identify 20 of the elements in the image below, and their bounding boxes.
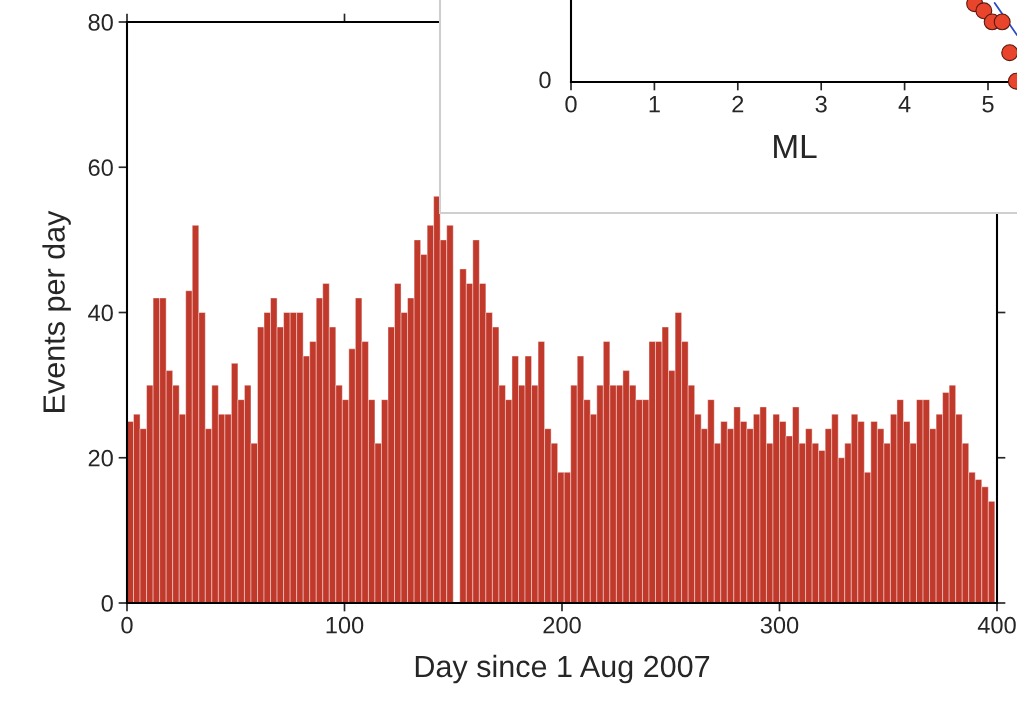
y-tick-label: 0 [101,595,113,612]
y-tick-label: 80 [88,14,113,31]
x-tick-label: 4 [898,96,911,113]
x-tick-label: 0 [565,95,577,113]
annotation: 0 [539,71,551,89]
x-tick-label: 400 [977,616,1016,634]
x-tick-label: 2 [732,95,744,113]
x-tick-label: 5 [982,96,994,113]
y-axis-title: Events per day [42,210,71,412]
y-tick-label: 60 [88,159,113,177]
x-tick-label: 200 [543,616,581,634]
x-tick-label: 300 [760,616,799,634]
x-tick-label: 100 [326,616,364,634]
x-tick-label: 0 [121,616,133,634]
x-axis-title: Day since 1 Aug 2007 [415,654,710,684]
x-tick-label: 3 [815,95,827,113]
y-tick-label: 40 [88,304,113,322]
x-tick-label: 1 [649,96,660,113]
y-tick-label: 20 [88,449,113,467]
x-axis-title: ML [774,135,817,159]
